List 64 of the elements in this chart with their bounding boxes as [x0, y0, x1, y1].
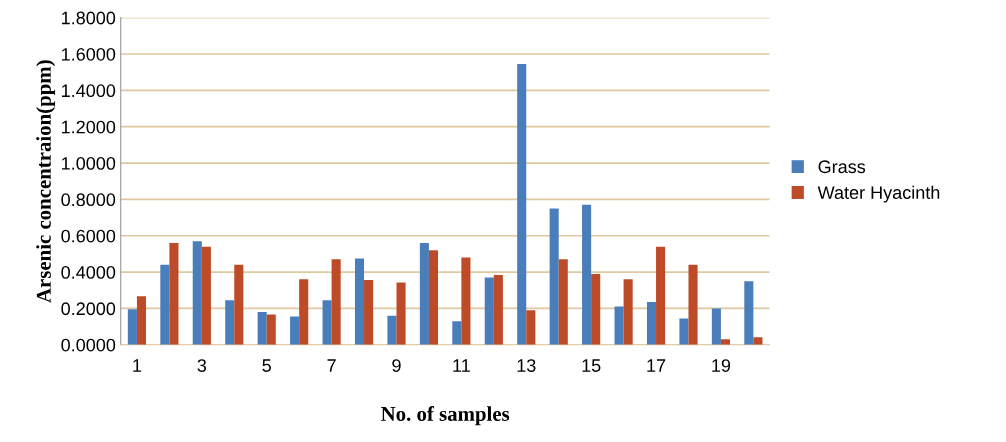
bar [396, 282, 406, 345]
bar [623, 279, 633, 345]
x-tick-label: 11 [453, 359, 470, 372]
bar [299, 279, 309, 345]
bar [257, 312, 267, 345]
bar [720, 339, 731, 345]
bar [614, 306, 624, 345]
x-tick-label: 15 [582, 359, 601, 372]
bar [160, 264, 170, 345]
bar [266, 314, 276, 345]
bar [558, 259, 568, 345]
bar [322, 300, 332, 345]
y-tick-label: 1.4000 [62, 84, 116, 98]
x-tick-label: 1 [133, 359, 142, 372]
y-tick-label: 0.4000 [61, 266, 116, 279]
x-tick-label: 13 [517, 359, 536, 372]
bar [234, 264, 244, 345]
bar [517, 64, 527, 345]
bar [127, 309, 137, 345]
bar [688, 264, 698, 345]
bar [526, 310, 536, 345]
bar [753, 337, 763, 345]
y-tick-label: 0.0000 [61, 338, 116, 352]
y-tick-label: 1.2000 [62, 120, 116, 134]
bar [452, 321, 462, 345]
x-tick-label: 19 [712, 359, 731, 372]
y-tick-label: 1.6000 [62, 47, 116, 61]
bar [493, 274, 503, 345]
bar [419, 243, 429, 345]
y-tick-label: 1.0000 [62, 156, 116, 170]
x-tick-label: 3 [197, 359, 207, 372]
bar [136, 296, 147, 345]
y-tick-label: 0.2000 [61, 302, 116, 316]
legend-label: Water Hyacinth [817, 185, 940, 203]
y-tick-label: 1.8000 [62, 11, 116, 25]
bar [428, 250, 439, 345]
x-axis-title: No. of samples [381, 406, 510, 426]
bar [461, 257, 471, 345]
bar [364, 280, 374, 345]
bar [744, 281, 754, 345]
bar [484, 277, 494, 345]
x-tick-label: 17 [647, 359, 666, 372]
x-tick-label: 7 [327, 359, 336, 372]
legend-label: Grass [818, 160, 866, 174]
bar [646, 302, 657, 345]
bar [591, 273, 601, 345]
bar [679, 318, 689, 345]
bar [331, 259, 341, 345]
x-tick-label: 9 [392, 359, 401, 372]
bar [656, 246, 666, 345]
y-tick-label: 0.6000 [61, 229, 116, 243]
x-tick-label: 5 [262, 359, 271, 372]
bar [549, 208, 559, 345]
y-axis-title: Arsenic concentraion(ppm) [36, 60, 56, 303]
bar [169, 243, 179, 345]
bar [290, 316, 300, 345]
bar [201, 246, 211, 345]
bar [582, 204, 592, 345]
bar [192, 241, 202, 345]
bar [225, 300, 235, 345]
bar [711, 308, 721, 345]
y-tick-label: 0.8000 [61, 193, 116, 207]
bar [387, 315, 397, 345]
bar [354, 258, 365, 345]
